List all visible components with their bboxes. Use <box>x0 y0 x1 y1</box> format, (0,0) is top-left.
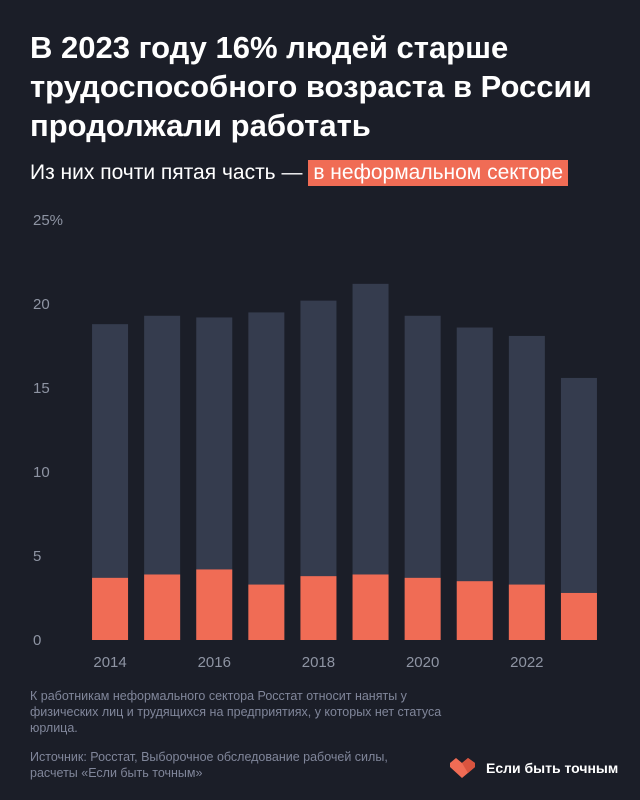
subtitle-text: Из них почти пятая часть — <box>30 161 303 184</box>
x-tick-label: 2014 <box>93 654 126 671</box>
y-tick-label: 15 <box>33 380 50 397</box>
bar-informal <box>92 577 129 640</box>
chart-title: В 2023 году 16% людей старше трудоспособ… <box>30 30 592 143</box>
source-note: Источник: Росстат, Выборочное обследован… <box>30 750 388 780</box>
y-tick-label: 5 <box>33 548 41 565</box>
x-tick-label: 2018 <box>302 654 335 671</box>
chart-subtitle: Из них почти пятая часть — в неформально… <box>30 158 569 188</box>
bar-informal <box>144 574 181 640</box>
y-tick-label: 10 <box>33 464 50 481</box>
x-tick-label: 2016 <box>198 654 231 671</box>
y-tick-label: 0 <box>33 632 41 649</box>
bar-informal <box>456 581 493 640</box>
footnote: К работникам неформального сектора Росст… <box>30 689 442 735</box>
brand-name: Если быть точным <box>486 760 619 776</box>
bar-informal <box>248 584 285 640</box>
x-tick-label: 2020 <box>406 654 439 671</box>
bar-chart: 0 5 10 15 20 25% 2014 2016 2018 2020 2022 <box>33 212 597 671</box>
brand: Если быть точным <box>448 757 618 779</box>
y-tick-label: 25% <box>33 212 63 229</box>
subtitle-highlight: в неформальном секторе <box>308 160 569 186</box>
bar-informal <box>508 584 545 640</box>
bar-informal <box>196 569 233 640</box>
x-tick-label: 2022 <box>510 654 543 671</box>
bar-informal <box>352 574 389 640</box>
bar-informal <box>404 577 441 640</box>
y-tick-label: 20 <box>33 296 50 313</box>
bar-informal <box>300 576 337 640</box>
bar-informal <box>560 592 597 640</box>
double-heart-logo-icon <box>450 758 475 778</box>
